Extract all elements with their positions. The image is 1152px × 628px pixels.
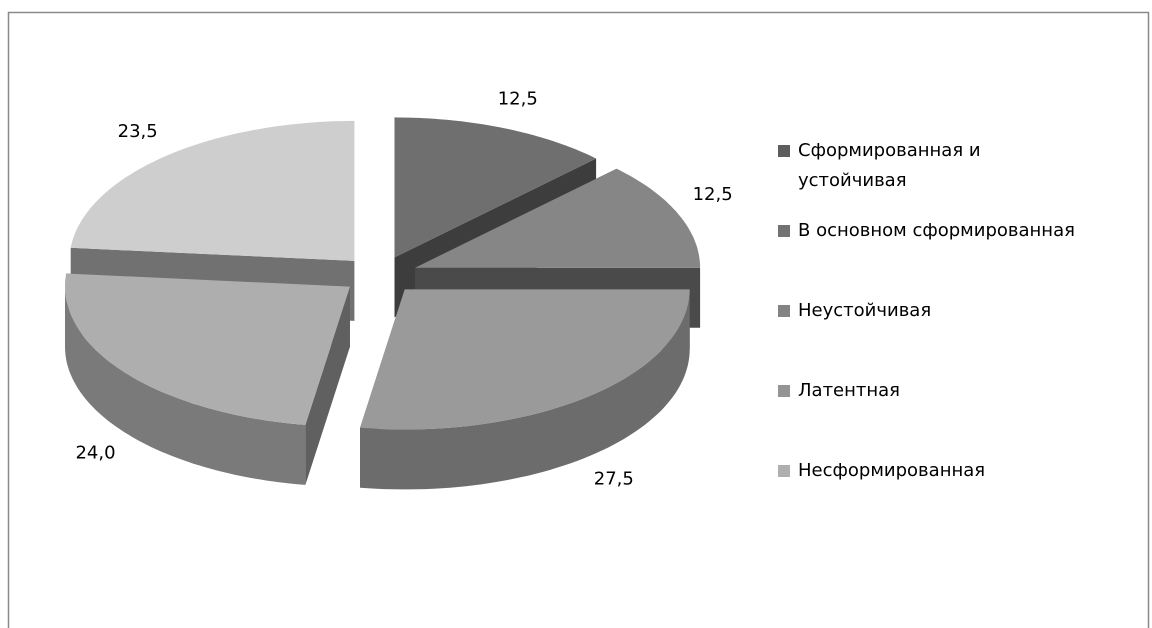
- legend-item: Неустойчивая: [778, 296, 1148, 376]
- legend-swatch: [778, 465, 790, 477]
- data-label: 23,5: [118, 121, 158, 142]
- data-label: 12,5: [498, 88, 538, 109]
- slice: [394, 117, 597, 258]
- legend-swatch: [778, 145, 790, 157]
- legend-label: В основном сформированная: [798, 220, 1075, 241]
- legend-label: Сформированная и устойчивая: [798, 140, 981, 191]
- slice-side: [65, 286, 306, 485]
- slice: [70, 120, 355, 261]
- legend-label: Латентная: [798, 380, 901, 401]
- slice-side: [360, 289, 690, 490]
- legend-label: Несформированная: [798, 460, 986, 481]
- slice-side: [305, 286, 350, 485]
- legend-item: В основном сформированная: [778, 216, 1148, 296]
- legend-item: Сформированная и устойчивая: [778, 136, 1038, 216]
- legend-swatch: [778, 305, 790, 317]
- legend-label: Неустойчивая: [798, 300, 932, 321]
- data-label: 24,0: [75, 443, 115, 464]
- data-label: 12,5: [693, 184, 733, 205]
- legend-swatch: [778, 385, 790, 397]
- slice: [360, 289, 690, 430]
- data-label: 27,5: [594, 469, 634, 490]
- chart-border: [7, 11, 1150, 628]
- legend-item: Несформированная: [778, 456, 1148, 536]
- slice: [360, 289, 690, 490]
- legend-item: Латентная: [778, 376, 1148, 456]
- slice: [65, 273, 350, 425]
- slice: [65, 273, 350, 485]
- legend-swatch: [778, 225, 790, 237]
- slice: [415, 168, 701, 268]
- legend: Сформированная и устойчивая В основном сф…: [778, 136, 1148, 536]
